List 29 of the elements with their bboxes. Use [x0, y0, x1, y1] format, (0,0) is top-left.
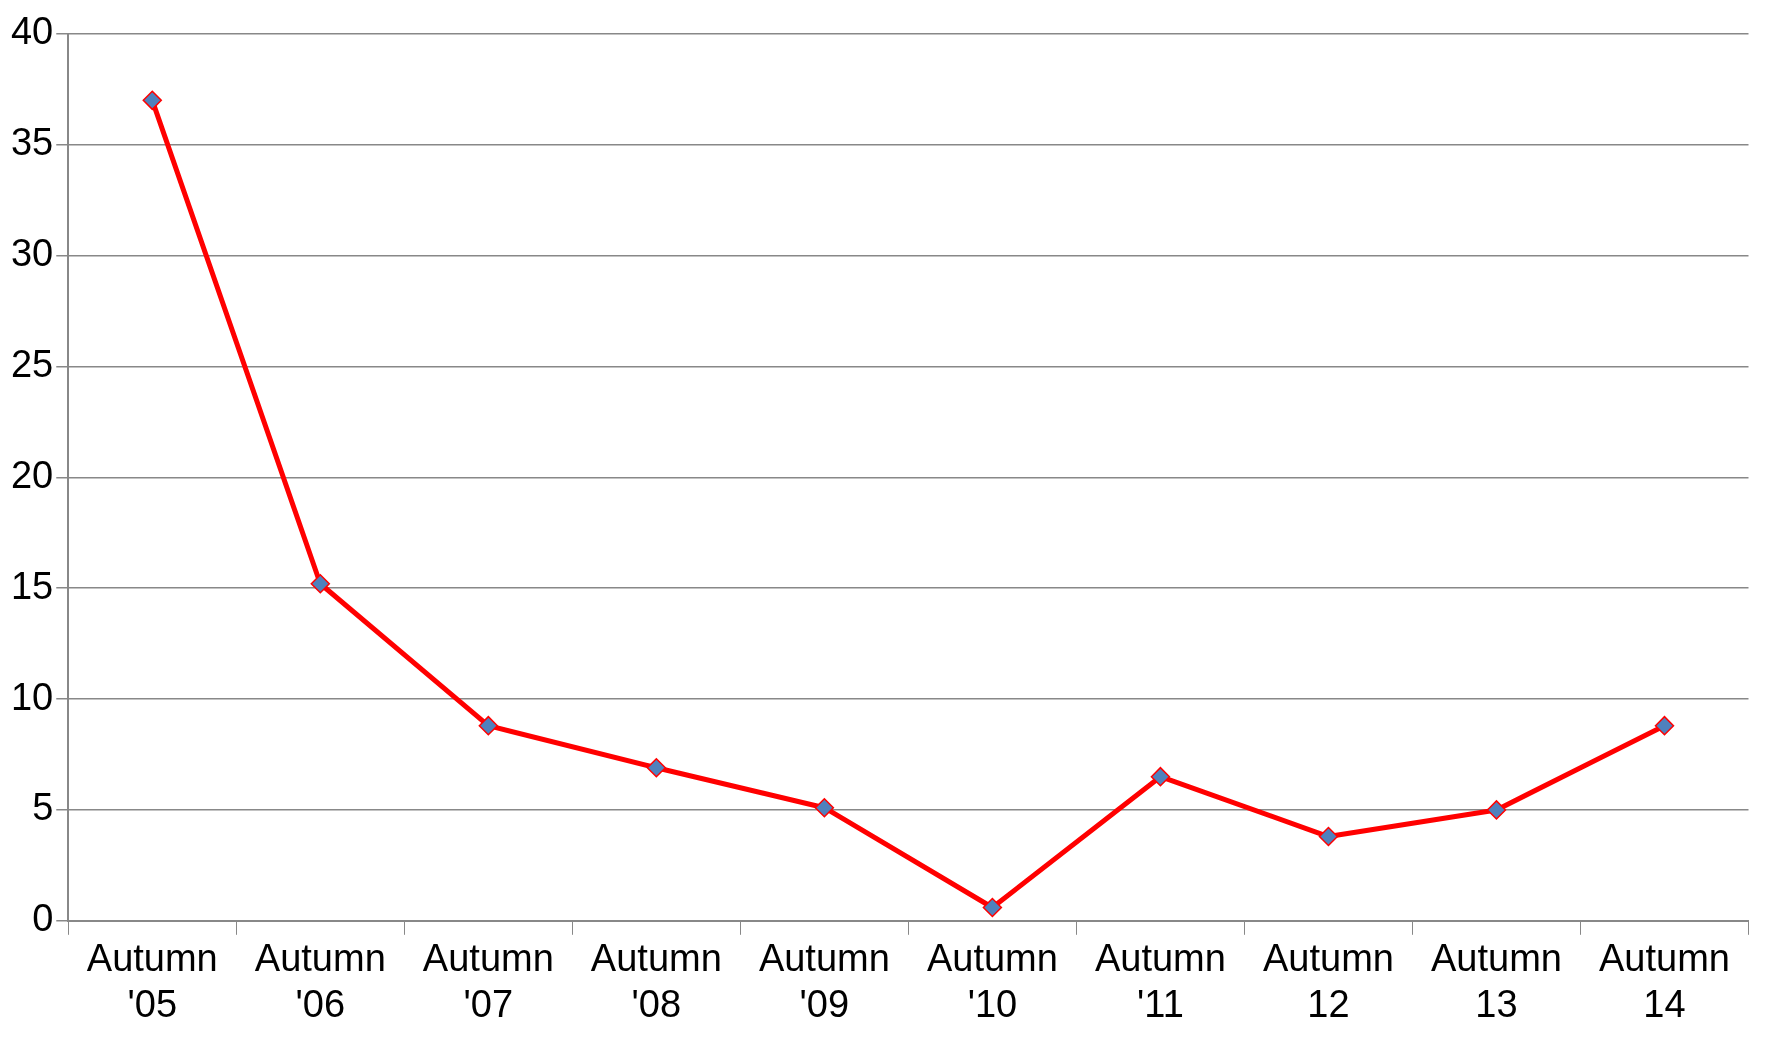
point [310, 573, 331, 594]
x-tick-label: Autumn '10 [926, 937, 1058, 1025]
y-tick-label: 20 [10, 453, 54, 496]
point [1486, 800, 1507, 820]
point [142, 90, 163, 111]
point [646, 758, 667, 778]
x-tick-label: Autumn 13 [1430, 937, 1562, 1025]
y-tick-label: 10 [10, 675, 54, 718]
y-tick-label: 5 [32, 786, 54, 829]
y-tick-label: 0 [32, 897, 54, 940]
y-tick-label: 15 [10, 564, 54, 607]
x-tick-label: Autumn '05 [86, 937, 218, 1025]
x-tick-label: Autumn '09 [758, 937, 890, 1025]
y-tick-label: 40 [10, 10, 54, 53]
point [1150, 766, 1171, 787]
x-tick-label: Autumn 14 [1599, 937, 1730, 1025]
x-tick-label: Autumn '11 [1094, 937, 1226, 1025]
point [1318, 826, 1339, 847]
y-tick-label: 30 [10, 232, 54, 275]
x-tick-label: Autumn '08 [590, 937, 722, 1025]
point [814, 797, 835, 818]
x-tick-label: Autumn '07 [422, 937, 554, 1025]
point [478, 715, 499, 736]
x-tick-label: Autumn '06 [254, 937, 386, 1025]
y-tick-label: 35 [10, 121, 54, 164]
y-tick-label: 25 [10, 342, 54, 385]
point [982, 897, 1003, 918]
x-tick-label: Autumn 12 [1262, 937, 1394, 1025]
point [1654, 715, 1675, 736]
